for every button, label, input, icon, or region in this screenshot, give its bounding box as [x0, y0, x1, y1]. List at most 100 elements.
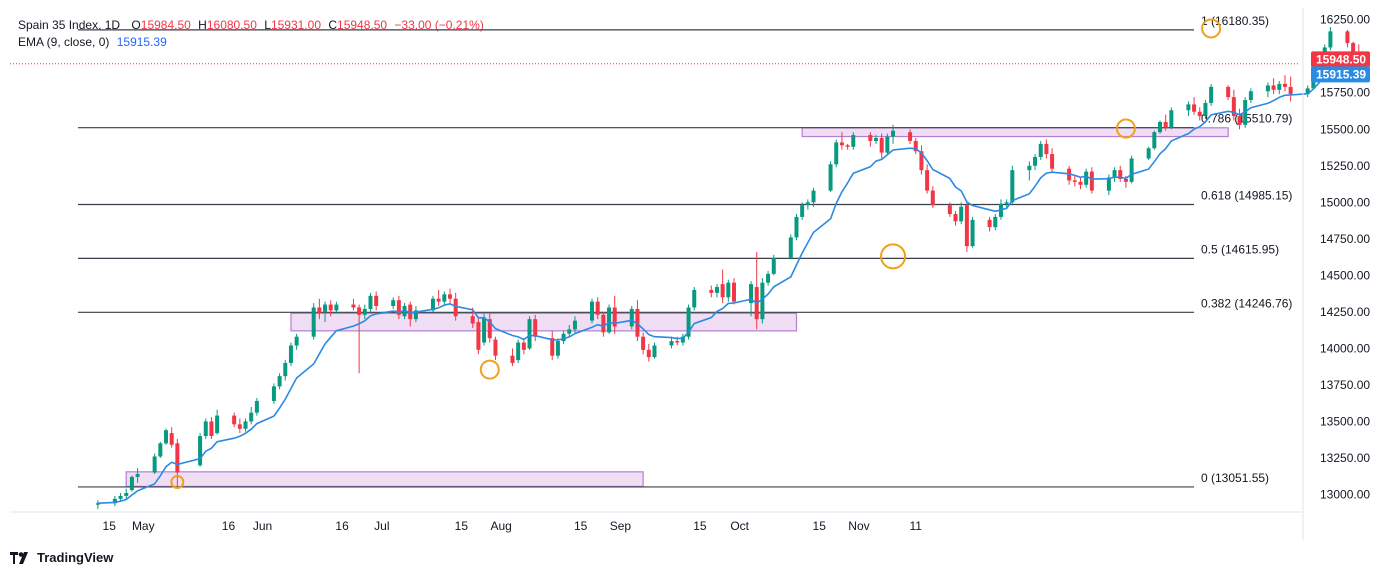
- candle-body: [1004, 202, 1009, 204]
- candle-91: [834, 139, 839, 168]
- candle-body: [396, 300, 401, 315]
- candle-body: [493, 339, 498, 356]
- candle-64: [612, 295, 617, 334]
- candle-57: [561, 330, 566, 344]
- candle-42: [442, 291, 447, 305]
- candle-6: [152, 453, 157, 475]
- candle-body: [357, 307, 362, 315]
- candle-82: [760, 278, 765, 324]
- candle-77: [720, 269, 725, 304]
- candle-body: [323, 304, 328, 312]
- candle-43: [448, 288, 452, 304]
- open-label: O: [131, 18, 141, 32]
- candle-body: [1328, 31, 1333, 48]
- candles-layer: [95, 26, 1361, 510]
- candle-body: [243, 421, 248, 429]
- candle-102: [919, 145, 924, 175]
- tradingview-logo[interactable]: TradingView: [10, 550, 113, 565]
- price-tick-label: 15500.00: [1320, 122, 1370, 136]
- candle-body: [970, 219, 975, 247]
- candle-body: [164, 430, 168, 444]
- candle-50: [510, 348, 515, 366]
- candle-body: [964, 205, 969, 247]
- candle-120: [1067, 165, 1072, 185]
- candle-body: [487, 319, 492, 339]
- candle-body: [1123, 178, 1128, 182]
- candle-26: [317, 298, 322, 320]
- candle-body: [135, 474, 140, 477]
- candle-3: [124, 488, 129, 499]
- candle-58: [567, 325, 572, 337]
- candle-131: [1152, 130, 1157, 150]
- candle-92: [839, 132, 844, 150]
- candle-body: [567, 329, 572, 334]
- candle-body: [328, 304, 333, 311]
- candle-107: [959, 202, 964, 225]
- time-tick-label: Aug: [490, 519, 511, 533]
- ema-price-label: 15915.39: [1311, 66, 1370, 83]
- time-tick-label: 15: [813, 519, 827, 533]
- candle-body: [374, 295, 379, 307]
- candle-body: [692, 289, 697, 308]
- candle-74: [692, 287, 697, 311]
- candle-body: [1209, 86, 1214, 103]
- candle-149: [1288, 76, 1293, 102]
- candle-1: [112, 495, 117, 507]
- candle-61: [595, 297, 600, 320]
- candle-body: [1078, 181, 1083, 185]
- candle-31: [357, 304, 362, 374]
- candle-150: [1305, 85, 1310, 98]
- low-value: 15931.00: [270, 18, 321, 32]
- open-value: 15984.50: [140, 18, 191, 32]
- candle-5: [135, 468, 140, 483]
- time-tick-label: Jun: [253, 519, 272, 533]
- candle-35: [391, 297, 396, 309]
- candle-60: [590, 298, 594, 324]
- candle-13: [209, 417, 214, 439]
- candle-70: [669, 336, 674, 349]
- candle-105: [947, 202, 952, 217]
- candle-16: [237, 418, 242, 434]
- candle-23: [288, 342, 293, 366]
- candle-126: [1112, 167, 1117, 182]
- time-tick-label: Oct: [730, 519, 749, 533]
- candle-108: [964, 200, 969, 252]
- candle-21: [277, 373, 282, 390]
- price-axis: 13000.00 13250.00 13500.00 13750.00 14000.00…: [1311, 13, 1370, 501]
- candle-body: [351, 304, 356, 308]
- candle-67: [641, 332, 646, 355]
- marker-circle-4: [1201, 18, 1222, 39]
- high-label: H: [198, 18, 207, 32]
- candle-body: [413, 310, 418, 320]
- marker-circle-2: [880, 243, 907, 270]
- candle-52: [521, 338, 526, 355]
- candle-140: [1226, 85, 1231, 101]
- candle-19: [254, 398, 259, 416]
- candle-93: [845, 143, 850, 150]
- candle-body: [800, 205, 805, 217]
- ema-row: EMA (9, close, 0) 15915.39: [18, 34, 484, 51]
- candle-body: [1050, 154, 1055, 169]
- zone-box-2: [801, 127, 1229, 138]
- candle-body: [811, 190, 816, 203]
- change-value: −33.00 (−0.21%): [394, 18, 484, 32]
- ema-price-label-text: 15915.39: [1316, 67, 1366, 81]
- candle-155: [1345, 29, 1350, 48]
- candle-54: [533, 314, 538, 342]
- candle-body: [550, 338, 555, 356]
- last-price-label-text: 15948.50: [1316, 52, 1366, 66]
- candle-99: [891, 124, 896, 144]
- candle-body: [879, 138, 884, 153]
- candle-body: [908, 132, 913, 141]
- time-tick-label: 16: [222, 519, 236, 533]
- candle-62: [601, 311, 606, 337]
- tradingview-icon: [10, 551, 28, 564]
- candle-body: [953, 213, 958, 222]
- candle-body: [868, 135, 873, 141]
- candle-78: [726, 279, 731, 302]
- candle-114: [1010, 165, 1015, 204]
- price-tick-label: 14500.00: [1320, 268, 1370, 282]
- candle-119: [1050, 148, 1055, 174]
- candle-body: [436, 298, 441, 302]
